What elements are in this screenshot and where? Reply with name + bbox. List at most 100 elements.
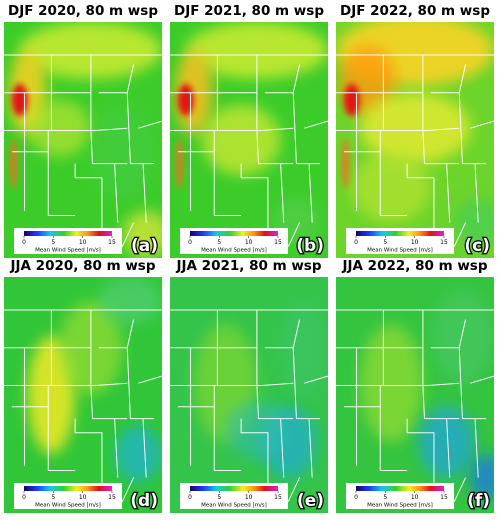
state-boundary	[406, 418, 435, 490]
colorbar-tick-label: 5	[51, 239, 55, 246]
wind-field	[280, 300, 328, 395]
state-boundary	[422, 385, 460, 420]
high-wind	[343, 83, 360, 116]
state-boundary	[427, 127, 460, 132]
colorbar-tick-label: 15	[274, 239, 282, 246]
panel-title: DJF 2022, 80 m wsp	[340, 3, 490, 19]
map-panel	[336, 22, 494, 258]
colorbar-tick-label: 10	[245, 494, 253, 501]
wind-field	[430, 288, 494, 384]
colorbar-tick-label: 0	[22, 239, 26, 246]
state-boundary	[138, 375, 162, 384]
state-boundary	[474, 163, 479, 223]
state-boundary	[280, 418, 285, 478]
colorbar	[356, 486, 444, 491]
colorbar-tick-label: 0	[22, 494, 26, 501]
state-boundary	[458, 347, 487, 420]
colorbar	[24, 231, 112, 236]
colorbar-tick-label: 15	[108, 494, 116, 501]
colorbar-label: Mean Wind Speed [m/s]	[201, 248, 267, 254]
wind-field	[359, 324, 423, 443]
colorbar-tick-label: 15	[440, 494, 448, 501]
colorbar	[190, 486, 278, 491]
state-boundary	[90, 130, 128, 165]
state-boundary	[256, 130, 294, 165]
colorbar-label: Mean Wind Speed [m/s]	[367, 248, 433, 254]
state-boundary	[406, 163, 435, 235]
map-panel	[170, 22, 328, 258]
panel-title: JJA 2020, 80 m wsp	[9, 258, 155, 274]
colorbar-tick-label: 0	[354, 494, 358, 501]
colorbar-tick-label: 0	[188, 494, 192, 501]
colorbar-tick-label: 0	[354, 239, 358, 246]
high-wind	[175, 138, 184, 189]
state-boundary	[292, 92, 321, 165]
state-boundary	[261, 127, 294, 132]
colorbar-tick-label: 5	[217, 239, 221, 246]
state-boundary	[47, 130, 76, 217]
panel-title: JJA 2022, 80 m wsp	[341, 258, 487, 274]
state-boundary	[261, 382, 294, 387]
colorbar-tick-label: 10	[245, 239, 253, 246]
state-boundary	[142, 163, 147, 223]
map-panel	[336, 277, 494, 513]
wind-field	[225, 402, 289, 459]
wind-field	[470, 454, 494, 502]
colorbar-tick-label: 5	[51, 494, 55, 501]
state-boundary	[379, 385, 408, 472]
state-boundary	[304, 375, 328, 384]
state-boundary	[470, 120, 494, 129]
wind-field	[185, 22, 328, 79]
colorbar-tick-label: 10	[79, 239, 87, 246]
wind-field	[19, 22, 162, 79]
state-boundary	[114, 418, 119, 478]
colorbar-tick-label: 15	[440, 239, 448, 246]
colorbar-tick-label: 10	[411, 239, 419, 246]
state-boundary	[213, 130, 242, 217]
state-boundary	[470, 375, 494, 384]
high-wind	[9, 138, 18, 189]
colorbar-tick-label: 0	[188, 239, 192, 246]
wind-field	[90, 104, 155, 199]
wind-field	[122, 210, 162, 258]
high-wind	[11, 83, 28, 116]
colorbar-label: Mean Wind Speed [m/s]	[35, 503, 101, 509]
state-boundary	[213, 385, 242, 472]
state-boundary	[95, 127, 128, 132]
panel-title: JJA 2021, 80 m wsp	[175, 258, 321, 274]
high-wind	[341, 138, 350, 189]
map-panel	[4, 277, 162, 513]
state-boundary	[292, 347, 321, 420]
state-boundary	[95, 382, 128, 387]
state-boundary	[74, 163, 103, 235]
map-panel	[4, 22, 162, 258]
colorbar-tick-label: 10	[411, 494, 419, 501]
panel-label: (e)	[297, 491, 324, 511]
colorbar	[190, 231, 278, 236]
state-boundary	[47, 385, 76, 472]
wind-field	[201, 104, 281, 176]
state-boundary	[240, 163, 269, 235]
colorbar-tick-label: 15	[108, 239, 116, 246]
state-boundary	[446, 163, 451, 223]
state-boundary	[308, 163, 313, 223]
colorbar-label: Mean Wind Speed [m/s]	[367, 503, 433, 509]
state-boundary	[74, 418, 103, 490]
colorbar-label: Mean Wind Speed [m/s]	[201, 503, 267, 509]
state-boundary	[308, 418, 313, 478]
map-panel	[170, 277, 328, 513]
state-boundary	[446, 418, 451, 478]
state-boundary	[458, 92, 487, 165]
colorbar	[356, 231, 444, 236]
state-boundary	[304, 120, 328, 129]
panel-label: (c)	[464, 236, 490, 256]
high-wind	[177, 83, 194, 116]
state-boundary	[142, 418, 147, 478]
state-boundary	[379, 130, 408, 217]
colorbar-tick-label: 15	[274, 494, 282, 501]
colorbar	[24, 486, 112, 491]
panel-title: DJF 2021, 80 m wsp	[174, 3, 324, 19]
panel-label: (f)	[467, 491, 490, 511]
panel-label: (d)	[130, 491, 158, 511]
